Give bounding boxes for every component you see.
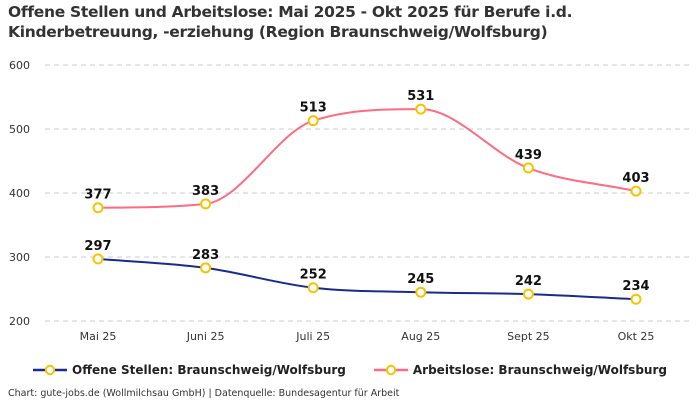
data-label: 531 [407, 89, 434, 104]
y-tick-label: 600 [9, 59, 30, 72]
legend-label: Arbeitslose: Braunschweig/Wolfsburg [412, 363, 667, 377]
data-label: 439 [515, 148, 542, 163]
data-point [522, 288, 534, 300]
x-tick-label: Sept 25 [507, 330, 550, 343]
data-point [415, 103, 427, 115]
data-point [630, 185, 642, 197]
legend-item-offene-stellen[interactable]: Offene Stellen: Braunschweig/Wolfsburg [33, 363, 346, 377]
data-label: 245 [407, 272, 434, 287]
data-label: 403 [622, 171, 649, 186]
source-footer: Chart: gute-jobs.de (Wollmilchsau GmbH) … [8, 388, 400, 399]
legend-item-arbeitslose[interactable]: Arbeitslose: Braunschweig/Wolfsburg [373, 363, 667, 377]
legend-label: Offene Stellen: Braunschweig/Wolfsburg [72, 363, 346, 377]
x-tick-label: Juli 25 [295, 330, 330, 343]
data-label: 383 [192, 184, 219, 199]
x-tick-label: Aug 25 [401, 330, 440, 343]
y-tick-label: 500 [9, 123, 30, 136]
data-label: 234 [622, 279, 649, 294]
data-point [92, 202, 104, 214]
data-point [307, 282, 319, 294]
data-label: 513 [300, 101, 327, 116]
data-point [307, 115, 319, 127]
data-label: 252 [300, 268, 327, 283]
x-tick-label: Okt 25 [618, 330, 655, 343]
data-point [92, 253, 104, 265]
data-label: 283 [192, 248, 219, 263]
data-label: 377 [84, 188, 111, 203]
legend-marker-icon [373, 364, 408, 376]
data-label: 242 [515, 274, 542, 289]
legend-marker-icon [33, 364, 68, 376]
chart-title: Offene Stellen und Arbeitslose: Mai 2025… [8, 3, 573, 41]
y-tick-label: 400 [9, 187, 30, 200]
data-point [200, 262, 212, 274]
data-point [522, 162, 534, 174]
y-tick-label: 300 [9, 251, 30, 264]
legend: Offene Stellen: Braunschweig/Wolfsburg A… [0, 363, 700, 377]
data-label: 297 [84, 239, 111, 254]
data-point [630, 293, 642, 305]
x-tick-label: Mai 25 [80, 330, 117, 343]
series-line-0 [97, 257, 637, 301]
data-point [415, 286, 427, 298]
y-tick-label: 200 [9, 315, 30, 328]
data-point [200, 198, 212, 210]
x-tick-label: Juni 25 [186, 330, 225, 343]
series-line-1 [97, 108, 637, 209]
